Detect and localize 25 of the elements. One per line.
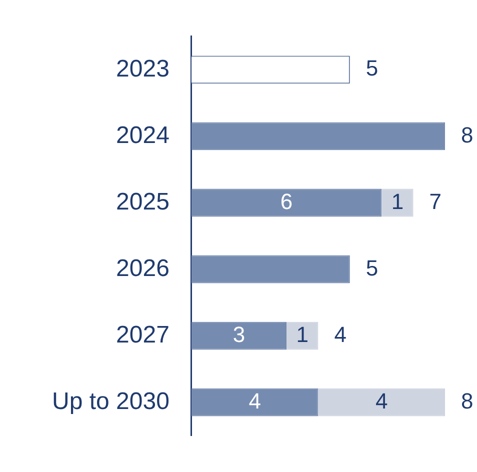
y-tick-label: 2025	[116, 188, 170, 216]
bar	[191, 322, 287, 350]
bar	[191, 188, 382, 217]
bar	[318, 388, 445, 416]
total-label: 8	[461, 122, 474, 148]
bar	[191, 388, 318, 416]
bar	[382, 188, 414, 217]
y-tick-label: 2026	[116, 254, 170, 282]
total-label: 4	[334, 322, 346, 347]
total-label: 7	[429, 188, 442, 214]
data-label: 3	[232, 322, 246, 347]
data-label: 6	[280, 188, 293, 214]
data-label: 1	[391, 188, 404, 214]
total-label: 5	[366, 56, 378, 81]
total-label: 5	[366, 255, 378, 280]
bar	[286, 322, 318, 350]
y-tick-label: Up to 2030	[52, 388, 170, 415]
data-label: 4	[375, 388, 388, 414]
y-tick-label: 2027	[116, 321, 170, 348]
total-label: 8	[461, 388, 474, 414]
data-label: 1	[296, 322, 308, 347]
data-label: 4	[248, 388, 261, 414]
y-tick-label: 2023	[116, 55, 170, 82]
y-tick-label: 2024	[116, 122, 170, 149]
bar	[191, 122, 445, 150]
